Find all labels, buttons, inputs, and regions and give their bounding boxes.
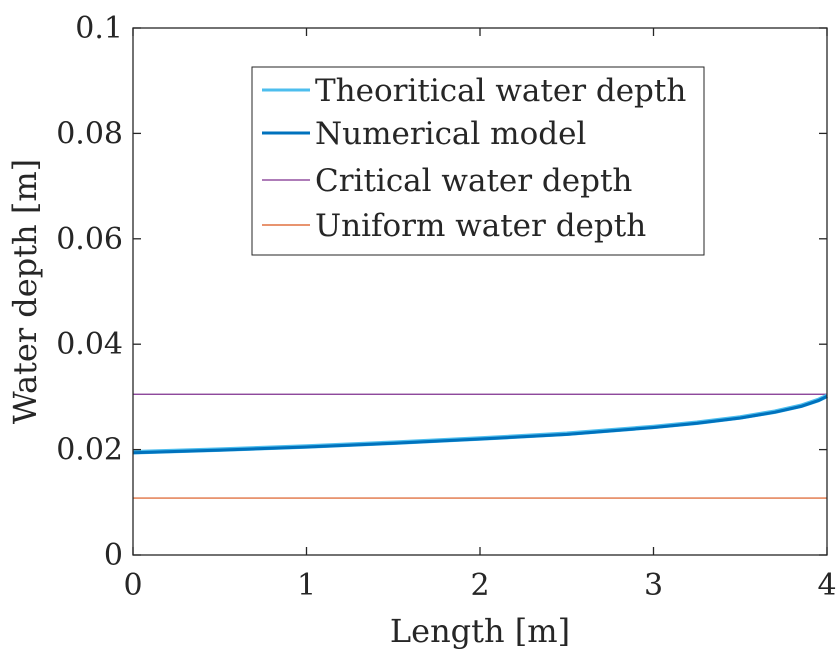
series-line-1 (132, 393, 828, 455)
series-line-2 (132, 395, 828, 455)
x-tick-label: 1 (297, 568, 316, 603)
legend-label-2: Numerical model (315, 116, 586, 152)
y-axis-label: Water depth [m] (6, 159, 44, 424)
legend-box (251, 66, 705, 256)
y-tick-label: 0.06 (56, 222, 123, 257)
y-tick-label: 0.04 (56, 327, 123, 362)
legend-label-3: Critical water depth (315, 163, 632, 199)
x-tick-label: 0 (123, 568, 142, 603)
y-tick-label: 0.02 (56, 433, 123, 468)
series-layer (132, 393, 828, 499)
x-tick-label: 4 (817, 568, 836, 603)
ticks-layer: 0 1 2 3 4 0 0.02 0.04 0.06 0.08 0.1 (56, 11, 836, 603)
x-tick-label: 2 (470, 568, 489, 603)
legend-label-4: Uniform water depth (315, 208, 646, 244)
y-tick-label: 0.1 (75, 11, 123, 46)
legend: Theoritical water depth Numerical model Cr… (251, 66, 705, 256)
legend-label-1: Theoritical water depth (315, 73, 686, 109)
x-tick-label: 3 (644, 568, 663, 603)
y-tick-label: 0.08 (56, 116, 123, 151)
y-tick-label: 0 (104, 538, 123, 573)
x-axis-label: Length [m] (390, 612, 570, 650)
